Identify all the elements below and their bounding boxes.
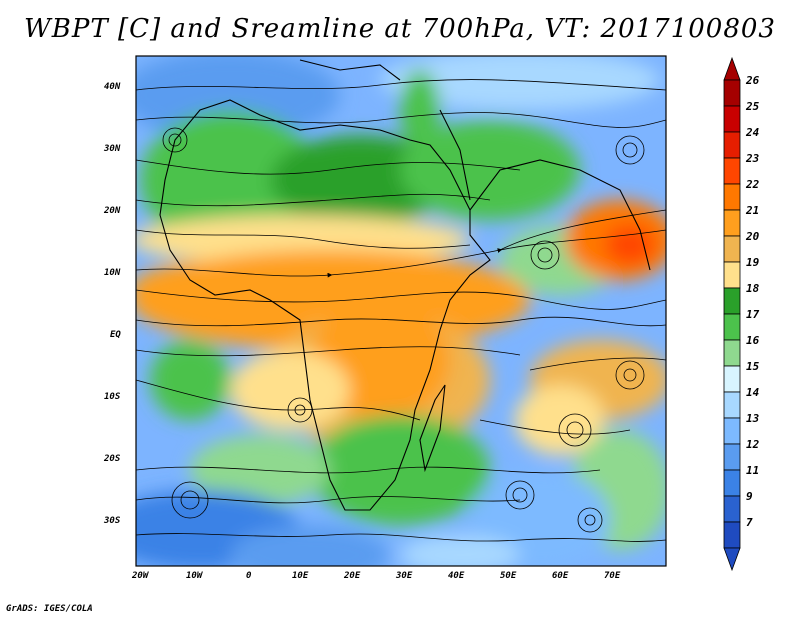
colorbar: 26 25 24 23 22 21 20 19 18 17 16 15 14 13 12 11 9 7 — [723, 56, 760, 572]
lon-label-0: 0 — [246, 571, 252, 581]
map-title: WBPT [C] and Sreamline at 700hPa, VT: 20… — [24, 14, 776, 44]
colorbar-top-arrow — [723, 56, 741, 81]
colorbar-swatch — [723, 495, 741, 523]
lat-label-30s: 30S — [103, 516, 121, 526]
colorbar-swatch — [723, 339, 741, 367]
lon-axis: 20W 10W 0 10E 20E 30E 40E 50E 60E 70E — [131, 571, 621, 581]
map-frame — [135, 55, 667, 567]
lat-label-20s: 20S — [103, 454, 121, 464]
colorbar-label: 24 — [745, 126, 760, 139]
lat-label-10s: 10S — [104, 392, 121, 402]
colorbar-label: 9 — [746, 490, 753, 503]
lat-label-40n: 40N — [104, 82, 121, 92]
colorbar-swatch — [723, 469, 741, 497]
colorbar-label: 25 — [745, 100, 760, 113]
colorbar-label: 22 — [745, 178, 760, 191]
colorbar-label: 16 — [746, 334, 760, 347]
colorbar-swatch — [723, 261, 741, 289]
colorbar-swatch — [723, 313, 741, 341]
colorbar-label: 18 — [746, 282, 760, 295]
colorbar-swatch — [723, 183, 741, 211]
colorbar-label: 21 — [745, 204, 759, 217]
lat-label-30n: 30N — [103, 144, 121, 154]
colorbar-swatch — [723, 105, 741, 133]
lon-label-40e: 40E — [448, 571, 465, 581]
colorbar-label: 23 — [745, 152, 760, 165]
wbpt-field — [136, 56, 666, 566]
lon-label-10w: 10W — [186, 571, 204, 581]
colorbar-bottom-arrow — [723, 547, 741, 572]
colorbar-swatch — [723, 443, 741, 471]
streamlines — [136, 79, 666, 542]
colorbar-swatch — [723, 209, 741, 237]
colorbar-label: 14 — [746, 386, 760, 399]
lon-label-30e: 30E — [395, 571, 413, 581]
colorbar-swatch — [723, 131, 741, 159]
colorbar-label: 19 — [746, 256, 760, 269]
colorbar-label: 26 — [745, 74, 760, 87]
colorbar-label: 13 — [746, 412, 760, 425]
colorbar-swatch — [723, 157, 741, 185]
colorbar-label: 15 — [746, 360, 760, 373]
colorbar-label: 20 — [745, 230, 760, 243]
lon-label-20w: 20W — [131, 571, 150, 581]
lat-label-10n: 10N — [104, 268, 121, 278]
colorbar-label: 12 — [746, 438, 760, 451]
coastlines — [159, 59, 651, 511]
colorbar-label: 11 — [746, 464, 759, 477]
colorbar-swatch — [723, 287, 741, 315]
grads-credit: GrADS: IGES/COLA — [6, 604, 93, 614]
colorbar-swatch — [723, 365, 741, 393]
colorbar-swatch — [723, 79, 741, 107]
lon-label-60e: 60E — [552, 571, 569, 581]
lat-label-20n: 20N — [103, 206, 121, 216]
colorbar-swatch — [723, 521, 741, 549]
colorbar-label: 7 — [746, 516, 753, 529]
colorbar-label: 17 — [746, 308, 760, 321]
colorbar-swatch — [723, 417, 741, 445]
lon-label-20e: 20E — [343, 571, 361, 581]
lon-label-10e: 10E — [292, 571, 309, 581]
colorbar-swatch — [723, 235, 741, 263]
lon-label-50e: 50E — [500, 571, 517, 581]
colorbar-swatch — [723, 391, 741, 419]
lat-axis: 40N 30N 20N 10N EQ 10S 20S 30S — [103, 82, 121, 526]
lon-label-70e: 70E — [604, 571, 621, 581]
lat-label-eq: EQ — [110, 330, 121, 340]
